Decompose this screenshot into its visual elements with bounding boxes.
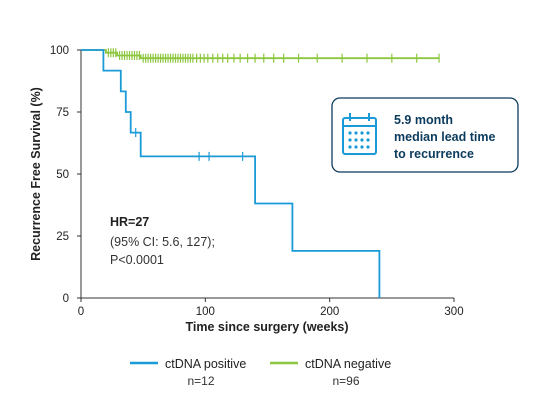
survival-curve-ctdna-negative	[81, 49, 440, 60]
y-tick-label: 25	[56, 231, 69, 243]
x-tick-label: 200	[320, 306, 339, 318]
hr-ci: (95% CI: 5.6, 127);	[110, 235, 215, 249]
tick-labels: 0 25 50 75 100 0 100 200 300	[50, 45, 464, 318]
legend-label-negative: ctDNA negative	[305, 357, 391, 371]
y-tick-label: 50	[56, 169, 69, 181]
series-layer	[81, 48, 440, 298]
callout-line-2: median lead time	[394, 130, 495, 144]
hr-pvalue: P<0.0001	[110, 253, 164, 267]
hr-title: HR=27	[110, 215, 149, 229]
tick-marks	[77, 49, 455, 302]
calendar-icon	[342, 113, 377, 155]
legend: ctDNA positive n=12 ctDNA negative n=96	[130, 357, 391, 388]
x-tick-label: 300	[444, 306, 463, 318]
callout-box	[331, 97, 519, 173]
y-tick-label: 0	[63, 293, 69, 305]
callout-line-3: to recurrence	[394, 147, 474, 161]
x-axis-title: Time since surgery (weeks)	[185, 320, 348, 334]
y-tick-label: 75	[56, 107, 69, 119]
hazard-ratio-annotation: HR=27 (95% CI: 5.6, 127); P<0.0001	[110, 215, 215, 267]
legend-label-positive: ctDNA positive	[165, 357, 246, 371]
legend-n-positive: n=12	[187, 374, 214, 388]
y-tick-label: 100	[50, 45, 69, 57]
x-tick-label: 0	[78, 306, 84, 318]
lead-time-callout: 5.9 month median lead time to recurrence	[331, 97, 519, 173]
x-tick-label: 100	[196, 306, 215, 318]
callout-line-1: 5.9 month	[394, 113, 453, 127]
survival-curve-ctdna-positive	[81, 49, 381, 298]
y-axis-title: Recurrence Free Survival (%)	[29, 87, 43, 261]
series-ctdna-positive	[81, 49, 381, 298]
series-ctdna-negative	[81, 48, 440, 63]
legend-n-negative: n=96	[332, 374, 359, 388]
